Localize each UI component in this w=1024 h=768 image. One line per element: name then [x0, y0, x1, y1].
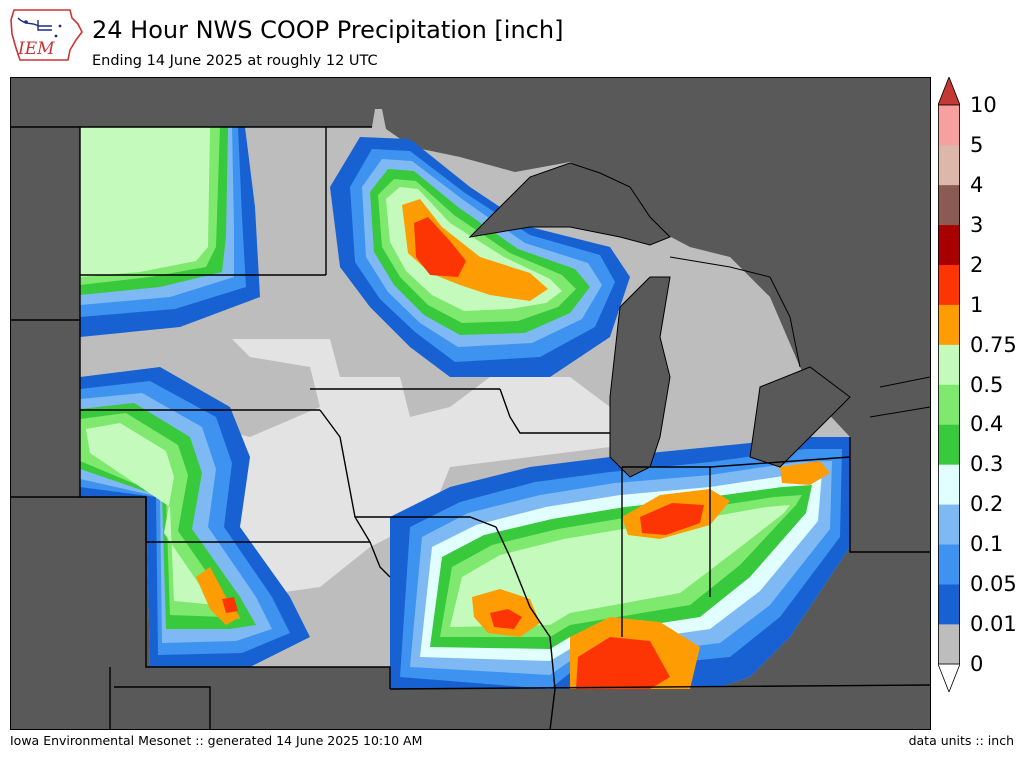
iem-logo: IEM: [10, 9, 83, 61]
logo-text: IEM: [17, 39, 55, 59]
colorbar-tick-label: 0.75: [970, 332, 1017, 357]
colorbar-tick-label: 10: [970, 93, 997, 117]
colorbar-band-0_5: [938, 344, 960, 385]
colorbar-tick-label: 0.4: [970, 412, 1004, 437]
colorbar-band-2: [938, 224, 960, 266]
colorbar-tick-label: 3: [970, 212, 984, 237]
colorbar-tick-label: 0.01: [970, 612, 1017, 637]
colorbar-tick-label: 4: [970, 172, 984, 197]
colorbar-tick-label: 0.1: [970, 532, 1004, 557]
colorbar-tick-label: 2: [970, 252, 984, 277]
colorbar-tick-label: 0.2: [970, 492, 1004, 517]
colorbar-band-0_75: [938, 304, 960, 345]
map-title: 24 Hour NWS COOP Precipitation [inch]: [92, 16, 564, 44]
colorbar-band-0_05: [938, 544, 960, 585]
colorbar-band-0_3: [938, 424, 960, 465]
credit-text: Iowa Environmental Mesonet :: generated …: [10, 733, 423, 748]
colorbar-under-triangle: [938, 663, 960, 692]
colorbar-band-0_2: [938, 464, 960, 505]
colorbar-band-1: [938, 264, 960, 305]
colorbar-band-0_4: [938, 384, 960, 425]
colorbar-band-5: [938, 105, 960, 146]
units-text: data units :: inch: [908, 733, 1014, 748]
colorbar-band-0_1: [938, 504, 960, 545]
map-subtitle: Ending 14 June 2025 at roughly 12 UTC: [92, 53, 378, 69]
colorbar-over-triangle: [938, 77, 960, 106]
colorbar-tick-label: 0: [970, 652, 984, 676]
colorbar-tick-label: 0.5: [970, 372, 1004, 397]
colorbar: [938, 77, 960, 692]
colorbar-band-0_01: [938, 584, 960, 625]
precipitation-map: [10, 77, 931, 730]
colorbar-band-3: [938, 184, 960, 226]
colorbar-tick-label: 5: [970, 132, 984, 157]
colorbar-tick-label: 1: [970, 292, 984, 317]
colorbar-band-0: [938, 624, 960, 665]
colorbar-band-4: [938, 144, 960, 186]
colorbar-tick-label: 0.05: [970, 572, 1017, 597]
colorbar-tick-label: 0.3: [970, 452, 1004, 477]
